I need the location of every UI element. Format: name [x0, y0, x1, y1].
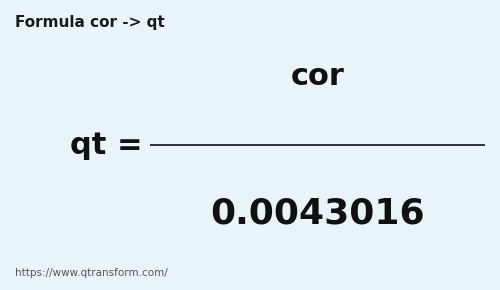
Text: qt =: qt =	[70, 130, 142, 160]
Text: https://www.qtransform.com/: https://www.qtransform.com/	[15, 269, 168, 278]
Text: Formula cor -> qt: Formula cor -> qt	[15, 14, 165, 30]
Text: cor: cor	[290, 62, 344, 91]
Text: 0.0043016: 0.0043016	[210, 196, 425, 230]
